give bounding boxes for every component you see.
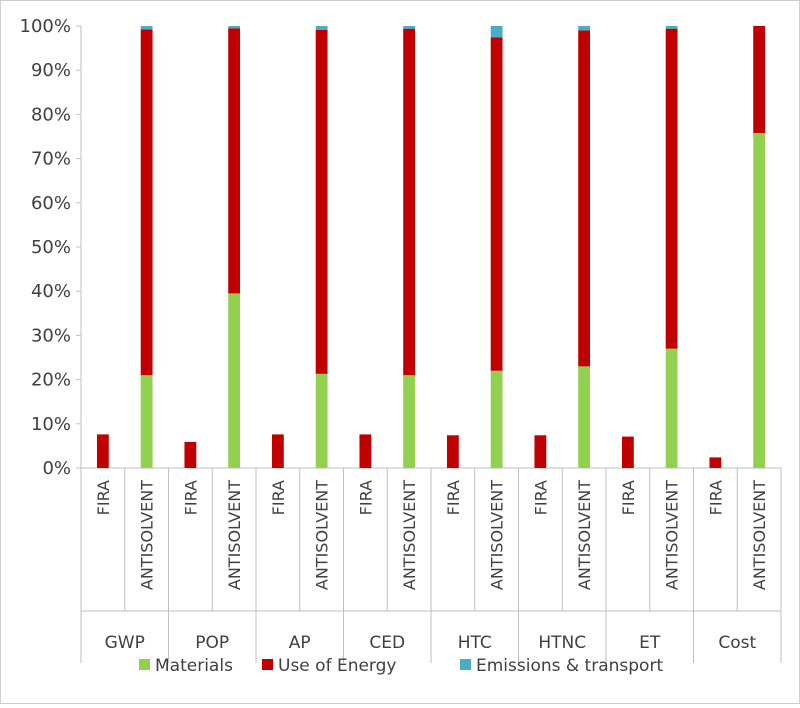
bar-segment <box>490 370 503 468</box>
bar-segment <box>359 434 372 468</box>
bar-segment <box>578 30 591 367</box>
legend-swatch <box>262 659 273 670</box>
bar-segment <box>446 435 459 468</box>
bar-segment <box>140 26 153 30</box>
subcategory-label: FIRA <box>706 480 725 515</box>
bar-segment <box>403 375 416 468</box>
y-tick-label: 50% <box>31 237 71 258</box>
subcategory-label: FIRA <box>531 480 550 515</box>
bar-segment <box>315 373 328 468</box>
bar-segment <box>271 434 284 468</box>
subcategory-label: FIRA <box>181 480 200 515</box>
group-label: AP <box>289 633 311 653</box>
bar-segment <box>140 29 153 376</box>
group-label: Cost <box>718 633 756 653</box>
bar-segment <box>403 28 416 376</box>
bar-segment <box>315 26 328 30</box>
bar-segment <box>490 37 503 371</box>
y-tick-label: 30% <box>31 325 71 346</box>
subcategory-label: ANTISOLVENT <box>575 480 594 590</box>
y-tick-label: 40% <box>31 281 71 302</box>
legend: Materials Use of Energy Emissions & transp… <box>139 656 663 676</box>
axes: 0% 10% 20% 30% 40% 50% 60% 70% 80% 90% 100% <box>20 16 782 663</box>
subcategory-label: ANTISOLVENT <box>138 480 157 590</box>
group-label: POP <box>195 633 229 653</box>
bar-segment <box>578 366 591 468</box>
y-tick-label: 100% <box>20 16 71 37</box>
bar-segment <box>621 436 634 468</box>
bar-segment <box>665 28 678 349</box>
y-tick-label: 20% <box>31 370 71 391</box>
group-label: CED <box>369 633 405 653</box>
legend-label: Materials <box>155 656 233 676</box>
bar-segment <box>753 26 766 133</box>
bar-segment <box>228 293 241 468</box>
bar-segment <box>753 132 766 469</box>
bar-segment <box>228 28 241 294</box>
y-tick-label: 10% <box>31 414 71 435</box>
bar-segment <box>315 29 328 374</box>
bar-segment <box>534 435 547 468</box>
subcategory-label: FIRA <box>356 480 375 515</box>
bar-segment <box>228 26 241 29</box>
y-tick-label: 80% <box>31 104 71 125</box>
subcategory-label: ANTISOLVENT <box>400 480 419 590</box>
bar-segment <box>665 26 678 29</box>
legend-label: Use of Energy <box>278 656 396 676</box>
y-tick-label: 0% <box>42 458 71 479</box>
subcategory-label: ANTISOLVENT <box>225 480 244 590</box>
bar-segment <box>490 26 503 38</box>
subcategory-label: FIRA <box>444 480 463 515</box>
y-tick-label: 60% <box>31 193 71 214</box>
bar-segment <box>403 26 416 29</box>
group-label: HTNC <box>538 633 586 653</box>
subcategory-label: FIRA <box>269 480 288 515</box>
y-tick-label: 70% <box>31 149 71 170</box>
category-labels: FIRA ANTISOLVENT FIRA ANTISOLVENT FIRA ANTISO… <box>94 480 769 653</box>
group-label: HTC <box>458 633 492 653</box>
bar-segment <box>665 348 678 468</box>
bar-segment <box>140 375 153 468</box>
legend-swatch <box>139 659 150 670</box>
bar-segment <box>184 441 197 468</box>
bar-segment <box>709 457 722 468</box>
bars <box>96 26 766 469</box>
subcategory-label: ANTISOLVENT <box>663 480 682 590</box>
subcategory-label: ANTISOLVENT <box>750 480 769 590</box>
group-label: GWP <box>105 633 145 653</box>
subcategory-label: FIRA <box>619 480 638 515</box>
subcategory-label: ANTISOLVENT <box>488 480 507 590</box>
subcategory-label: FIRA <box>94 480 113 515</box>
legend-swatch <box>460 659 471 670</box>
y-tick-label: 90% <box>31 60 71 81</box>
legend-label: Emissions & transport <box>476 656 663 676</box>
bar-segment <box>96 434 109 468</box>
subcategory-label: ANTISOLVENT <box>313 480 332 590</box>
group-label: ET <box>639 633 661 653</box>
bar-segment <box>578 26 591 31</box>
